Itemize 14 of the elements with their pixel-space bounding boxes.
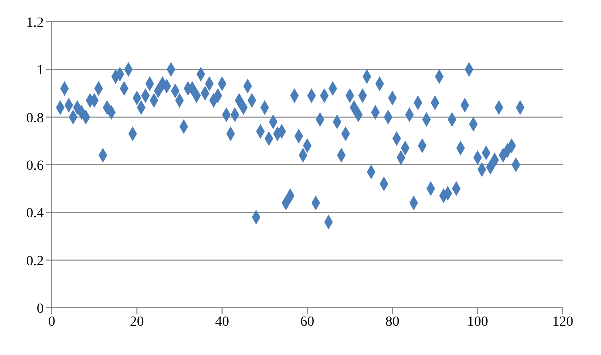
x-tick-label: 0 — [48, 314, 56, 330]
y-tick-label: 0.8 — [26, 111, 44, 126]
y-tick-label: 0 — [37, 302, 44, 317]
y-tick-label: 0.2 — [26, 254, 44, 270]
x-tick-label: 120 — [552, 314, 574, 330]
x-tick-label: 40 — [215, 314, 230, 330]
x-tick-label: 20 — [130, 314, 144, 330]
y-tick-label: 0.4 — [26, 206, 44, 222]
x-tick-label: 60 — [300, 314, 314, 330]
y-tick-label: 1.2 — [26, 16, 44, 31]
x-tick-label: 80 — [386, 314, 400, 330]
y-tick-label: 1 — [37, 64, 44, 79]
x-tick-label: 100 — [467, 314, 488, 330]
y-tick-label: 0.6 — [26, 158, 44, 174]
